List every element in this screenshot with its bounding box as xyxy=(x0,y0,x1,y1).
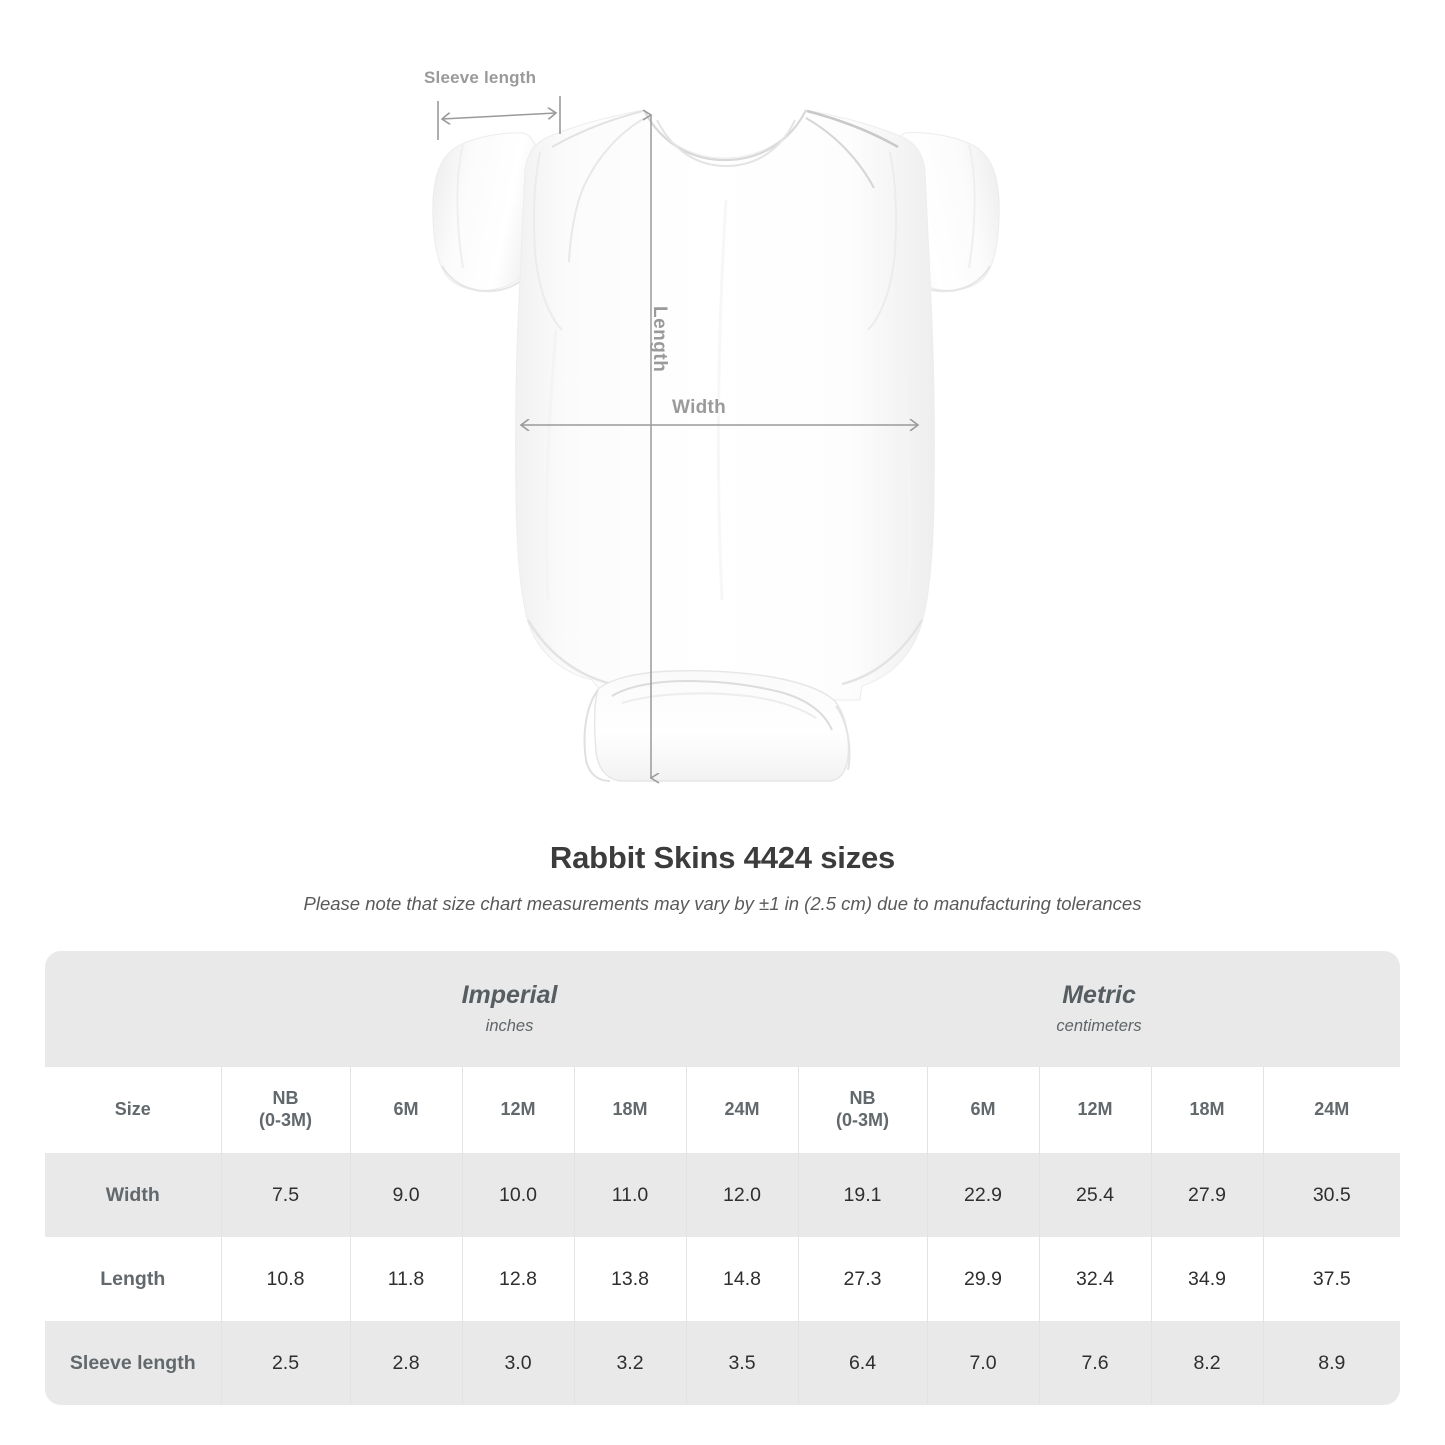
cell-sleeve-24m-in: 3.5 xyxy=(685,1321,799,1405)
size-column-header-24m-imperial: 24M xyxy=(685,1067,799,1153)
size-column-header-nb-imperial: NB (0-3M) xyxy=(220,1067,350,1153)
neckline-outer xyxy=(643,109,807,162)
unit-row-corner-cell xyxy=(45,951,221,1067)
cell-width-6m-in: 9.0 xyxy=(349,1153,462,1237)
size-col-line1: NB xyxy=(272,1088,299,1109)
unit-metric-sub: centimeters xyxy=(1056,1016,1142,1035)
cell-length-12m-cm: 32.4 xyxy=(1038,1237,1152,1321)
cell-sleeve-18m-cm: 8.2 xyxy=(1150,1321,1264,1405)
body-fold-center xyxy=(717,199,728,601)
left-sleeve-fold xyxy=(456,144,464,269)
cell-width-18m-cm: 27.9 xyxy=(1150,1153,1264,1237)
cell-sleeve-12m-cm: 7.6 xyxy=(1038,1321,1152,1405)
sleeve-length-annotation-label: Sleeve length xyxy=(424,68,537,87)
title-block: Rabbit Skins 4424 sizes Please note that… xyxy=(0,840,1445,915)
bottom-hem-left xyxy=(526,619,613,686)
cell-width-nb-in: 7.5 xyxy=(220,1153,350,1237)
cell-length-12m-in: 12.8 xyxy=(461,1237,574,1321)
cell-width-6m-cm: 22.9 xyxy=(926,1153,1040,1237)
cell-length-nb-in: 10.8 xyxy=(220,1237,350,1321)
garment-illustration: Sleeve length Length Width xyxy=(424,68,1000,830)
cell-sleeve-nb-cm: 6.4 xyxy=(797,1321,928,1405)
size-header-label: Size xyxy=(45,1067,221,1153)
cell-width-12m-cm: 25.4 xyxy=(1038,1153,1152,1237)
size-column-header-18m-imperial: 18M xyxy=(573,1067,686,1153)
sleeve-length-arrow xyxy=(442,113,556,119)
cell-length-18m-cm: 34.9 xyxy=(1150,1237,1264,1321)
cell-sleeve-nb-in: 2.5 xyxy=(220,1321,350,1405)
cell-sleeve-6m-cm: 7.0 xyxy=(926,1321,1040,1405)
unit-imperial-cell: Imperial inches xyxy=(221,951,799,1067)
bottom-hem-right xyxy=(841,619,924,686)
size-col-line1: NB xyxy=(849,1088,876,1109)
width-annotation-label: Width xyxy=(672,397,727,418)
cell-length-18m-in: 13.8 xyxy=(573,1237,686,1321)
cell-width-18m-in: 11.0 xyxy=(573,1153,686,1237)
size-chart-table: Imperial inches Metric centimeters Size … xyxy=(45,951,1401,1405)
tolerance-note: Please note that size chart measurements… xyxy=(303,893,1142,914)
right-armhole-seam xyxy=(867,151,898,331)
cell-length-nb-cm: 27.3 xyxy=(797,1237,928,1321)
left-armhole-seam xyxy=(532,151,563,331)
size-chart-table-container: Imperial inches Metric centimeters Size … xyxy=(45,951,1401,1405)
size-column-header-6m-metric: 6M xyxy=(926,1067,1040,1153)
cell-width-12m-in: 10.0 xyxy=(461,1153,574,1237)
cell-width-nb-cm: 19.1 xyxy=(797,1153,928,1237)
cell-length-6m-cm: 29.9 xyxy=(926,1237,1040,1321)
cell-width-24m-cm: 30.5 xyxy=(1262,1153,1401,1237)
row-label-length: Length xyxy=(45,1237,221,1321)
left-shoulder-seam xyxy=(551,110,644,148)
table-row-length: Length 10.8 11.8 12.8 13.8 14.8 27.3 29.… xyxy=(45,1237,1401,1321)
body-fold-left xyxy=(544,329,558,601)
crotch-left-edge xyxy=(583,689,611,782)
size-header-row: Size NB (0-3M) 6M 12M 18M 24M NB (0-3M) … xyxy=(45,1067,1401,1153)
cell-sleeve-24m-cm: 8.9 xyxy=(1262,1321,1401,1405)
size-column-header-18m-metric: 18M xyxy=(1150,1067,1264,1153)
size-column-header-nb-metric: NB (0-3M) xyxy=(797,1067,928,1153)
cell-length-24m-cm: 37.5 xyxy=(1262,1237,1401,1321)
right-shoulder-seam xyxy=(806,109,899,149)
size-col-line2: (0-3M) xyxy=(259,1110,312,1130)
unit-imperial-name: Imperial xyxy=(461,981,558,1010)
page-title: Rabbit Skins 4424 sizes xyxy=(549,840,896,875)
crotch-right-edge xyxy=(835,705,851,771)
bodysuit-graphic xyxy=(432,96,1000,830)
row-label-sleeve-length: Sleeve length xyxy=(45,1321,221,1405)
neckline-inner xyxy=(656,119,796,168)
cell-sleeve-12m-in: 3.0 xyxy=(461,1321,574,1405)
unit-imperial-sub: inches xyxy=(485,1016,534,1035)
size-column-header-12m-metric: 12M xyxy=(1038,1067,1152,1153)
length-annotation-label: Length xyxy=(649,306,670,373)
size-column-header-12m-imperial: 12M xyxy=(461,1067,574,1153)
table-row-width: Width 7.5 9.0 10.0 11.0 12.0 19.1 22.9 2… xyxy=(45,1153,1401,1237)
cell-length-24m-in: 14.8 xyxy=(685,1237,799,1321)
unit-metric-name: Metric xyxy=(1062,981,1136,1010)
cell-width-24m-in: 12.0 xyxy=(685,1153,799,1237)
left-lap-shoulder xyxy=(568,117,646,263)
row-label-width: Width xyxy=(45,1153,221,1237)
right-sleeve-fold xyxy=(968,144,976,269)
cell-sleeve-6m-in: 2.8 xyxy=(349,1321,462,1405)
cell-length-6m-in: 11.8 xyxy=(349,1237,462,1321)
size-column-header-6m-imperial: 6M xyxy=(349,1067,462,1153)
table-row-sleeve-length: Sleeve length 2.5 2.8 3.0 3.2 3.5 6.4 7.… xyxy=(45,1321,1401,1405)
size-column-header-24m-metric: 24M xyxy=(1262,1067,1401,1153)
unit-system-row: Imperial inches Metric centimeters xyxy=(45,951,1401,1067)
body-fold-right xyxy=(898,329,912,601)
unit-metric-cell: Metric centimeters xyxy=(798,951,1401,1067)
right-lap-shoulder xyxy=(805,117,875,189)
cell-sleeve-18m-in: 3.2 xyxy=(573,1321,686,1405)
size-col-line2: (0-3M) xyxy=(836,1110,890,1130)
